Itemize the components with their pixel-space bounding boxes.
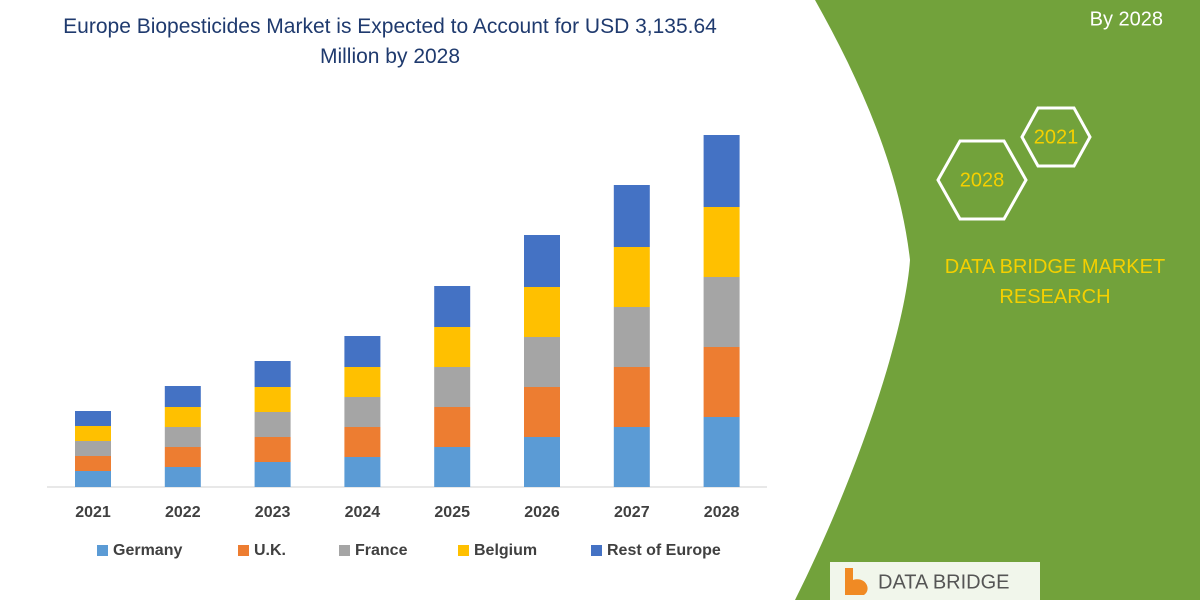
bar-segment <box>344 397 381 427</box>
x-tick-label: 2023 <box>255 504 291 521</box>
legend-swatch <box>339 545 350 556</box>
bar-segment <box>524 337 560 387</box>
bar-segment <box>254 437 291 462</box>
bar-segment <box>613 367 650 427</box>
bar-segment <box>344 457 381 487</box>
legend-swatch <box>238 545 249 556</box>
hexagon <box>1020 106 1092 168</box>
bar-segment <box>75 456 111 471</box>
bar-segment <box>703 417 740 487</box>
brand-text: DATA BRIDGE MARKET RESEARCH <box>944 256 1166 308</box>
bar-segment <box>344 427 381 457</box>
x-tick-label: 2027 <box>614 504 650 521</box>
bar-segment <box>434 447 471 487</box>
bar-segment <box>434 407 471 447</box>
legend-label: Belgium <box>474 542 537 559</box>
bar-segment <box>613 307 650 367</box>
bar-segment <box>613 427 650 487</box>
legend-label: France <box>355 542 408 559</box>
bar-segment <box>434 367 471 407</box>
bar-segment <box>524 387 560 437</box>
bar-segment <box>613 247 650 307</box>
legend-label: Germany <box>113 542 182 559</box>
x-tick-label: 2024 <box>345 504 381 521</box>
bar-segment <box>164 427 201 447</box>
bar-segment <box>703 347 740 417</box>
bar-segment <box>164 386 201 407</box>
hex-label: 2021 <box>1034 126 1079 148</box>
side-caption: By 2028 <box>1090 8 1163 30</box>
hex-label: 2028 <box>960 169 1005 191</box>
bar-segment <box>75 411 111 426</box>
x-tick-label: 2022 <box>165 504 201 521</box>
legend-swatch <box>458 545 469 556</box>
brand-box: DATA BRIDGE MARKET RESEARCH <box>944 256 1166 308</box>
bar-segment <box>344 336 381 367</box>
bar-segment <box>75 426 111 441</box>
bar-segment <box>254 361 291 387</box>
hexagon <box>936 139 1028 221</box>
chart-title: Europe Biopesticides Market is Expected … <box>63 15 717 68</box>
legend-swatch <box>97 545 108 556</box>
bar-segment <box>703 135 740 207</box>
legend-label: U.K. <box>254 542 286 559</box>
x-tick-label: 2025 <box>434 504 470 521</box>
bar-segment <box>75 471 111 487</box>
bar-segment <box>75 441 111 456</box>
legend-swatch <box>591 545 602 556</box>
bar-segment <box>164 447 201 467</box>
logo-icon <box>845 568 868 595</box>
bar-segment <box>254 412 291 437</box>
logo-text: DATA BRIDGE <box>878 571 1010 593</box>
bar-segment <box>344 367 381 397</box>
legend-label: Rest of Europe <box>607 542 721 559</box>
bar-segment <box>613 185 650 247</box>
bar-segment <box>254 387 291 412</box>
bar-segment <box>434 327 471 367</box>
side-panel-bg <box>795 0 1200 600</box>
bar-segment <box>524 437 560 487</box>
bar-segment <box>434 286 471 327</box>
x-tick-label: 2028 <box>704 504 740 521</box>
x-tick-label: 2026 <box>524 504 560 521</box>
bar-segment <box>524 235 560 287</box>
bar-segment <box>703 207 740 277</box>
bar-segment <box>164 407 201 427</box>
bar-segment <box>164 467 201 487</box>
bar-segment <box>524 287 560 337</box>
bar-segment <box>703 277 740 347</box>
x-tick-label: 2021 <box>75 504 111 521</box>
bar-segment <box>254 462 291 487</box>
